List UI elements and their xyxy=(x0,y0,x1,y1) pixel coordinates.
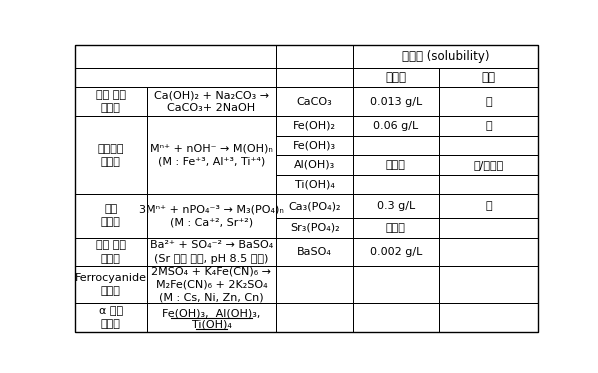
Text: BaSO₄: BaSO₄ xyxy=(297,247,332,257)
Bar xyxy=(75,68,276,87)
Bar xyxy=(353,45,538,68)
Text: 산/알칼리: 산/알칼리 xyxy=(473,160,504,170)
Text: 석회 소다
침전법: 석회 소다 침전법 xyxy=(96,90,126,113)
Bar xyxy=(276,68,353,87)
Text: Fe(OH)₂: Fe(OH)₂ xyxy=(293,121,336,131)
Text: 인산
침전법: 인산 침전법 xyxy=(100,204,121,228)
Text: Ca₃(PO₄)₂: Ca₃(PO₄)₂ xyxy=(288,201,341,211)
Bar xyxy=(75,266,147,303)
Text: 수산화물
침전법: 수산화물 침전법 xyxy=(97,144,124,167)
Text: Fe(OH)₃: Fe(OH)₃ xyxy=(293,140,336,150)
Text: Ferrocyanide
침전법: Ferrocyanide 침전법 xyxy=(75,273,147,297)
Text: 산: 산 xyxy=(485,201,492,211)
Text: Mⁿ⁺ + nOH⁻ → M(OH)ₙ
(M : Fe⁺³, Al⁺³, Ti⁺⁴): Mⁿ⁺ + nOH⁻ → M(OH)ₙ (M : Fe⁺³, Al⁺³, Ti⁺… xyxy=(150,144,273,167)
Text: 2MSO₄ + K₄Fe(CN)₆ →
M₂Fe(CN)₆ + 2K₂SO₄
(M : Cs, Ni, Zn, Cn): 2MSO₄ + K₄Fe(CN)₆ → M₂Fe(CN)₆ + 2K₂SO₄ (… xyxy=(151,267,271,303)
Bar xyxy=(353,218,438,238)
Bar xyxy=(75,194,147,238)
Bar xyxy=(353,87,438,116)
Bar xyxy=(438,136,538,155)
Bar xyxy=(353,175,438,194)
Text: Al(OH)₃: Al(OH)₃ xyxy=(294,160,335,170)
Bar xyxy=(438,238,538,266)
Bar xyxy=(438,155,538,175)
Text: Ba²⁺ + SO₄⁻² → BaSO₄
(Sr 공침 제거, pH 8.5 정도): Ba²⁺ + SO₄⁻² → BaSO₄ (Sr 공침 제거, pH 8.5 정… xyxy=(150,240,273,264)
Bar xyxy=(276,303,353,332)
Text: 0.3 g/L: 0.3 g/L xyxy=(377,201,415,211)
Bar xyxy=(276,194,353,218)
Bar xyxy=(353,303,438,332)
Text: Ca(OH)₂ + Na₂CO₃ →
CaCO₃+ 2NaOH: Ca(OH)₂ + Na₂CO₃ → CaCO₃+ 2NaOH xyxy=(154,90,269,113)
Text: Sr₃(PO₄)₂: Sr₃(PO₄)₂ xyxy=(290,223,340,233)
Text: 산: 산 xyxy=(485,97,492,107)
Text: 3Mⁿ⁺ + nPO₄⁻³ → M₃(PO₄)ₙ
(M : Ca⁺², Sr⁺²): 3Mⁿ⁺ + nPO₄⁻³ → M₃(PO₄)ₙ (M : Ca⁺², Sr⁺²… xyxy=(139,204,284,228)
Bar xyxy=(276,87,353,116)
Bar xyxy=(438,194,538,218)
Bar xyxy=(147,266,276,303)
Text: 불용해: 불용해 xyxy=(386,160,405,170)
Bar xyxy=(438,266,538,303)
Text: 산: 산 xyxy=(485,121,492,131)
Bar xyxy=(438,218,538,238)
Bar xyxy=(353,136,438,155)
Text: 용해: 용해 xyxy=(481,71,495,84)
Bar xyxy=(438,116,538,136)
Bar xyxy=(276,175,353,194)
Bar xyxy=(276,238,353,266)
Bar xyxy=(353,194,438,218)
Text: 0.06 g/L: 0.06 g/L xyxy=(373,121,419,131)
Bar xyxy=(276,116,353,136)
Bar xyxy=(353,266,438,303)
Bar xyxy=(353,155,438,175)
Bar xyxy=(438,175,538,194)
Bar xyxy=(75,116,147,194)
Bar xyxy=(276,45,353,68)
Text: 0.013 g/L: 0.013 g/L xyxy=(370,97,422,107)
Bar xyxy=(353,238,438,266)
Text: Ti(OH)₄: Ti(OH)₄ xyxy=(295,179,334,189)
Text: 용해도 (solubility): 용해도 (solubility) xyxy=(402,50,489,63)
Bar xyxy=(147,194,276,238)
Text: Ti(OH)₄: Ti(OH)₄ xyxy=(191,320,231,330)
Bar xyxy=(147,238,276,266)
Bar xyxy=(147,116,276,194)
Bar xyxy=(353,116,438,136)
Text: 황산 바륨
침전법: 황산 바륨 침전법 xyxy=(96,240,126,264)
Bar xyxy=(353,68,438,87)
Text: CaCO₃: CaCO₃ xyxy=(297,97,332,107)
Bar xyxy=(147,87,276,116)
Text: Fe(OH)₃,  Al(OH)₃,: Fe(OH)₃, Al(OH)₃, xyxy=(162,308,261,319)
Bar xyxy=(75,87,147,116)
Text: 0.002 g/L: 0.002 g/L xyxy=(370,247,422,257)
Bar xyxy=(276,218,353,238)
Bar xyxy=(276,266,353,303)
Bar xyxy=(75,238,147,266)
Bar xyxy=(438,87,538,116)
Text: α 폐액
정리법: α 폐액 정리법 xyxy=(99,306,123,329)
Bar xyxy=(147,303,276,332)
Text: 불용해: 불용해 xyxy=(386,223,405,233)
Bar xyxy=(438,303,538,332)
Bar xyxy=(438,68,538,87)
Bar xyxy=(276,155,353,175)
Bar xyxy=(276,136,353,155)
Bar xyxy=(75,303,147,332)
Text: 증류수: 증류수 xyxy=(385,71,406,84)
Bar xyxy=(75,45,276,68)
